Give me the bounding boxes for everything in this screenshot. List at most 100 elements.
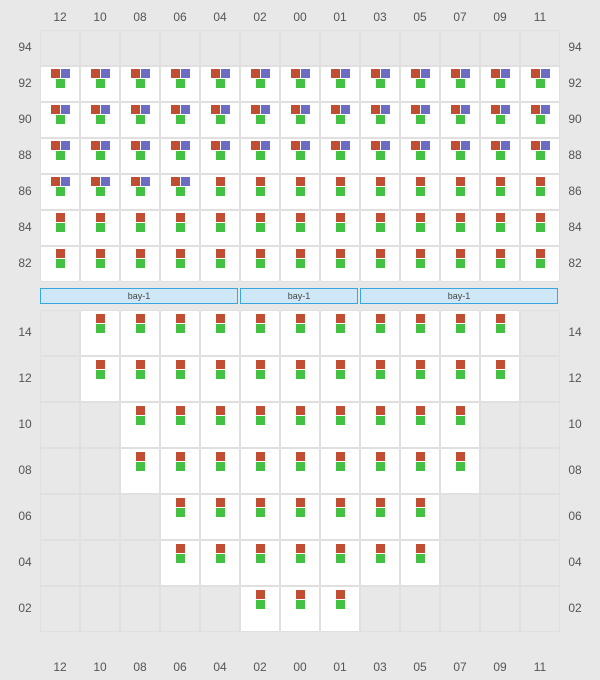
marker-green: [136, 223, 145, 232]
marker-purple: [181, 105, 190, 114]
hatch-cover[interactable]: bay-1: [40, 288, 238, 304]
marker-top-row: [371, 69, 390, 78]
markers: [360, 498, 400, 517]
hatch-cover[interactable]: bay-1: [240, 288, 358, 304]
marker-red: [91, 141, 100, 150]
marker-top-row: [296, 177, 305, 186]
row-label-right: 08: [565, 463, 585, 477]
stow-cell[interactable]: [400, 30, 440, 66]
marker-red: [51, 69, 60, 78]
stow-cell[interactable]: [40, 30, 80, 66]
marker-red: [176, 360, 185, 369]
marker-red: [376, 498, 385, 507]
row-label-right: 88: [565, 148, 585, 162]
marker-red: [336, 452, 345, 461]
marker-top-row: [496, 213, 505, 222]
col-label-bottom: 03: [360, 660, 400, 674]
markers: [200, 213, 240, 232]
marker-top-row: [376, 177, 385, 186]
stow-cell: [40, 448, 80, 494]
marker-top-row: [256, 544, 265, 553]
col-label-top: 12: [40, 10, 80, 24]
marker-red: [136, 406, 145, 415]
markers: [40, 105, 80, 124]
marker-green: [216, 259, 225, 268]
marker-top-row: [296, 249, 305, 258]
marker-red: [176, 544, 185, 553]
marker-red: [456, 213, 465, 222]
markers: [480, 141, 520, 160]
marker-green: [136, 416, 145, 425]
marker-purple: [301, 69, 310, 78]
marker-top-row: [336, 249, 345, 258]
marker-green: [136, 370, 145, 379]
marker-purple: [301, 105, 310, 114]
marker-green: [176, 187, 185, 196]
marker-green: [176, 324, 185, 333]
marker-red: [251, 69, 260, 78]
marker-red: [336, 498, 345, 507]
marker-top-row: [171, 177, 190, 186]
markers: [280, 406, 320, 425]
marker-red: [256, 590, 265, 599]
marker-top-row: [256, 213, 265, 222]
row-label-right: 86: [565, 184, 585, 198]
stow-cell[interactable]: [520, 30, 560, 66]
stow-cell: [400, 586, 440, 632]
markers: [240, 590, 280, 609]
markers: [280, 141, 320, 160]
markers: [440, 177, 480, 196]
marker-red: [416, 213, 425, 222]
marker-red: [416, 360, 425, 369]
markers: [200, 314, 240, 333]
marker-green: [336, 187, 345, 196]
marker-red: [131, 141, 140, 150]
marker-top-row: [416, 406, 425, 415]
stow-cell[interactable]: [320, 30, 360, 66]
stow-cell: [520, 310, 560, 356]
marker-red: [336, 544, 345, 553]
marker-red: [51, 177, 60, 186]
row-label-right: 92: [565, 76, 585, 90]
stow-cell[interactable]: [440, 30, 480, 66]
stow-cell[interactable]: [160, 30, 200, 66]
marker-red: [376, 544, 385, 553]
stow-cell: [120, 540, 160, 586]
col-label-top: 01: [320, 10, 360, 24]
stow-cell[interactable]: [480, 30, 520, 66]
marker-top-row: [131, 141, 150, 150]
marker-red: [411, 141, 420, 150]
stow-cell[interactable]: [80, 30, 120, 66]
stow-cell: [520, 448, 560, 494]
stow-cell[interactable]: [280, 30, 320, 66]
marker-green: [256, 223, 265, 232]
marker-green: [256, 115, 265, 124]
marker-red: [91, 69, 100, 78]
marker-green: [216, 416, 225, 425]
marker-top-row: [51, 141, 70, 150]
stow-cell[interactable]: [240, 30, 280, 66]
col-label-top: 00: [280, 10, 320, 24]
col-label-top: 03: [360, 10, 400, 24]
marker-green: [56, 79, 65, 88]
marker-green: [56, 187, 65, 196]
marker-green: [296, 324, 305, 333]
markers: [200, 452, 240, 471]
marker-green: [256, 554, 265, 563]
marker-green: [456, 416, 465, 425]
markers: [120, 105, 160, 124]
marker-top-row: [96, 249, 105, 258]
stow-cell[interactable]: [120, 30, 160, 66]
stow-cell: [440, 540, 480, 586]
markers: [320, 249, 360, 268]
stow-cell[interactable]: [200, 30, 240, 66]
stow-cell[interactable]: [360, 30, 400, 66]
col-label-bottom: 01: [320, 660, 360, 674]
marker-green: [416, 187, 425, 196]
col-label-bottom: 07: [440, 660, 480, 674]
marker-top-row: [371, 141, 390, 150]
markers: [200, 141, 240, 160]
markers: [240, 452, 280, 471]
hatch-cover[interactable]: bay-1: [360, 288, 558, 304]
marker-top-row: [56, 213, 65, 222]
